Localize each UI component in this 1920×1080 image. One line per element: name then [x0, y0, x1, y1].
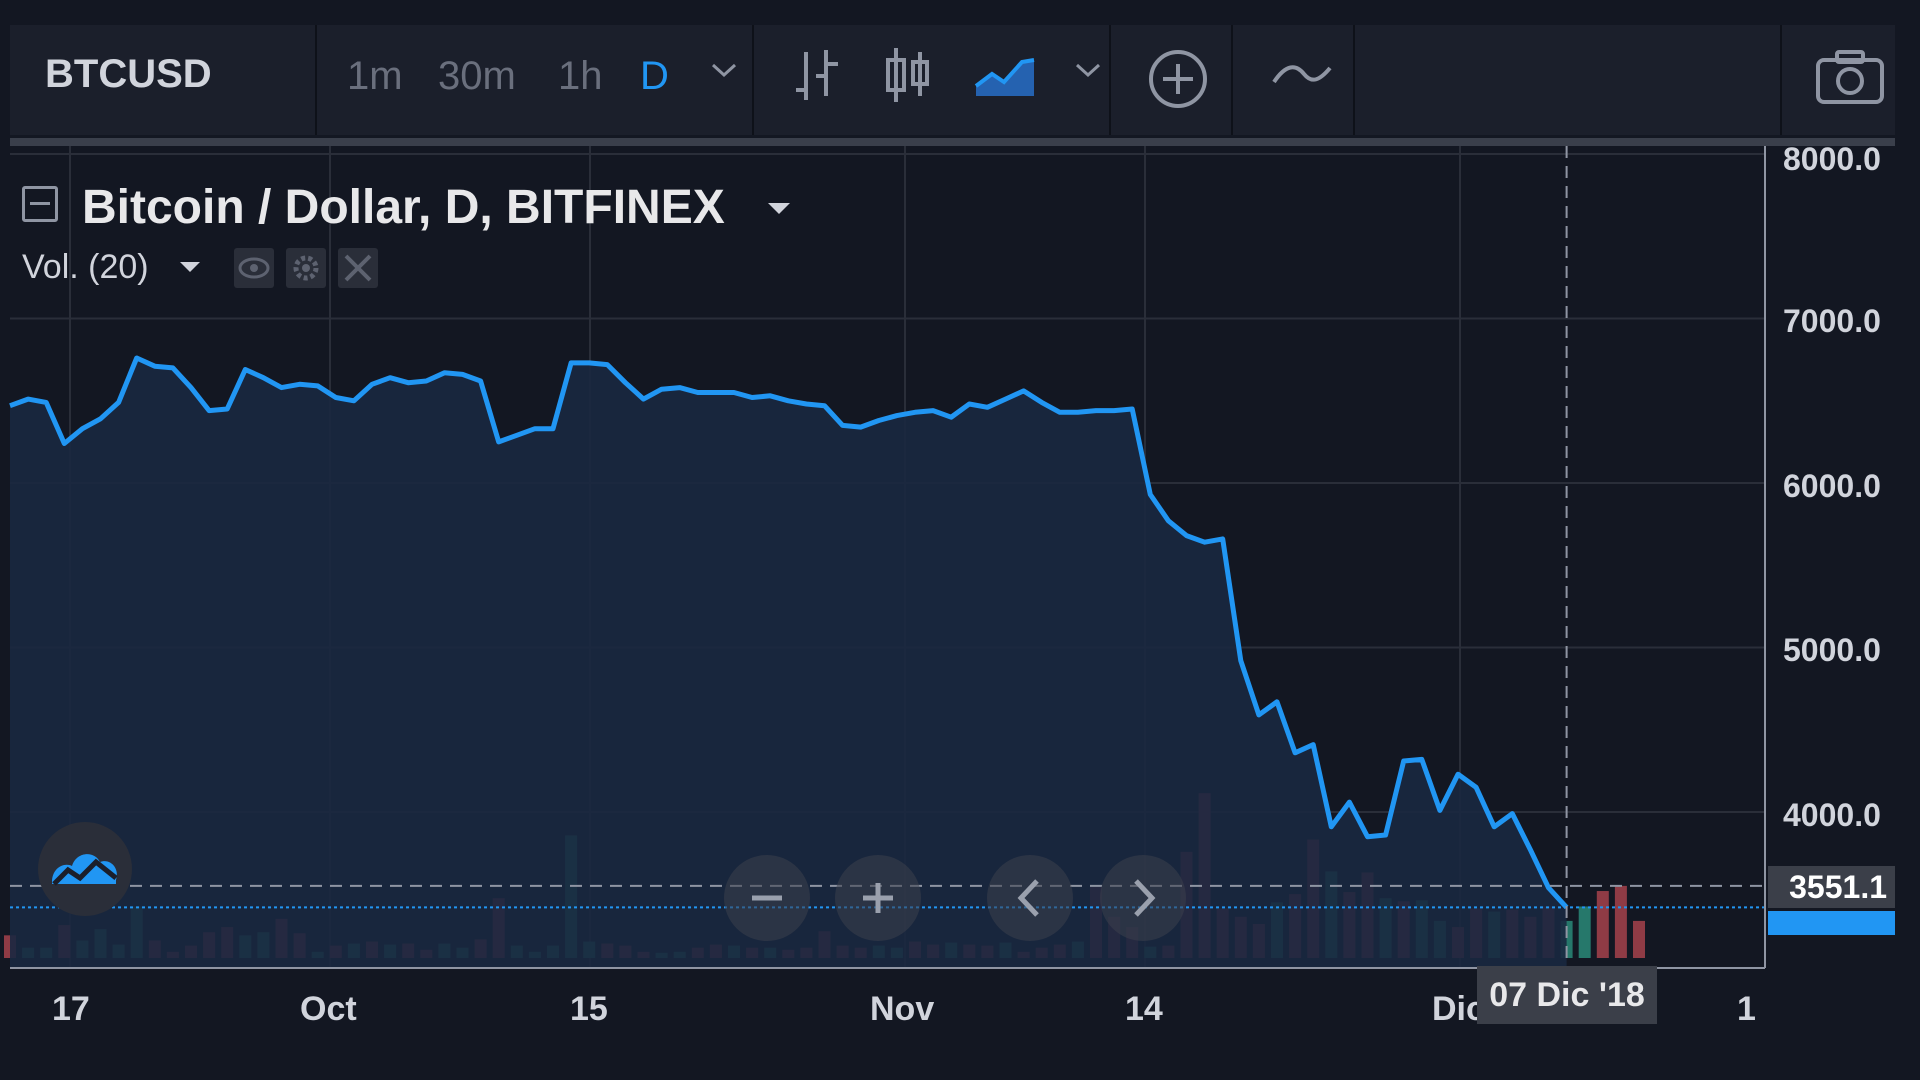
last-price-marker	[1768, 911, 1895, 935]
compare-cell	[1233, 25, 1355, 135]
volume-bar-87	[1578, 906, 1591, 958]
close-icon[interactable]	[338, 248, 378, 288]
interval-1h[interactable]: 1h	[558, 54, 603, 98]
volume-legend-label[interactable]: Vol. (20)	[22, 248, 149, 286]
top-toolbar: BTCUSD 1m 30m 1h D	[10, 0, 1895, 138]
eye-icon[interactable]	[234, 248, 274, 288]
bar-chart-icon[interactable]	[788, 46, 844, 104]
time-tick-oct: Oct	[300, 990, 357, 1028]
time-tick-1: 1	[1737, 990, 1756, 1028]
add-indicator-icon[interactable]	[1147, 48, 1209, 110]
compare-icon[interactable]	[1270, 60, 1334, 90]
symbol-label[interactable]: BTCUSD	[45, 52, 212, 96]
time-tick-15: 15	[570, 990, 608, 1028]
price-tick-8000: 8000.0	[1783, 141, 1881, 177]
time-tick-17: 17	[52, 990, 90, 1028]
tradingview-logo-icon[interactable]	[38, 822, 132, 916]
chevron-down-icon[interactable]	[1074, 62, 1102, 80]
chart-style-cell	[754, 25, 1111, 135]
interval-cell	[317, 25, 754, 135]
time-tick-dic: Dic	[1432, 990, 1485, 1028]
price-tick-6000: 6000.0	[1783, 468, 1881, 504]
scroll-left-button[interactable]	[987, 855, 1073, 941]
price-tick-7000: 7000.0	[1783, 303, 1881, 339]
current-price-label: 3551.1	[1768, 866, 1895, 908]
price-tick-4000: 4000.0	[1783, 797, 1881, 833]
price-series-line	[9, 355, 1569, 910]
volume-bar-88	[1596, 891, 1609, 958]
interval-30m[interactable]: 30m	[438, 54, 516, 98]
volume-bar-90	[1633, 920, 1645, 958]
legend-title[interactable]: Bitcoin / Dollar, D, BITFINEX	[82, 181, 725, 234]
camera-icon[interactable]	[1815, 48, 1885, 106]
crosshair-date-label: 07 Dic '18	[1477, 966, 1657, 1024]
price-tick-5000: 5000.0	[1783, 632, 1881, 668]
volume-bar-89	[1614, 885, 1627, 958]
toolbar-spacer	[1355, 25, 1782, 135]
time-tick-nov: Nov	[870, 990, 935, 1028]
toolbar-divider	[10, 138, 1895, 146]
scroll-right-button[interactable]	[1100, 855, 1186, 941]
candlestick-icon[interactable]	[880, 46, 936, 104]
area-chart-icon[interactable]	[972, 46, 1038, 102]
chevron-down-icon[interactable]	[710, 62, 738, 80]
time-tick-14: 14	[1125, 990, 1163, 1028]
zoom-out-button[interactable]	[724, 855, 810, 941]
price-area-fill	[10, 358, 1567, 968]
price-chart[interactable]	[0, 146, 1920, 1080]
legend-caret-icon[interactable]	[768, 203, 790, 214]
zoom-in-button[interactable]	[835, 855, 921, 941]
gear-icon[interactable]	[286, 248, 326, 288]
interval-1m[interactable]: 1m	[347, 54, 403, 98]
legend-collapse-icon[interactable]	[22, 186, 58, 222]
symbol-cell[interactable]	[10, 25, 317, 135]
interval-d[interactable]: D	[640, 54, 669, 98]
volume-caret-icon[interactable]	[180, 262, 200, 272]
